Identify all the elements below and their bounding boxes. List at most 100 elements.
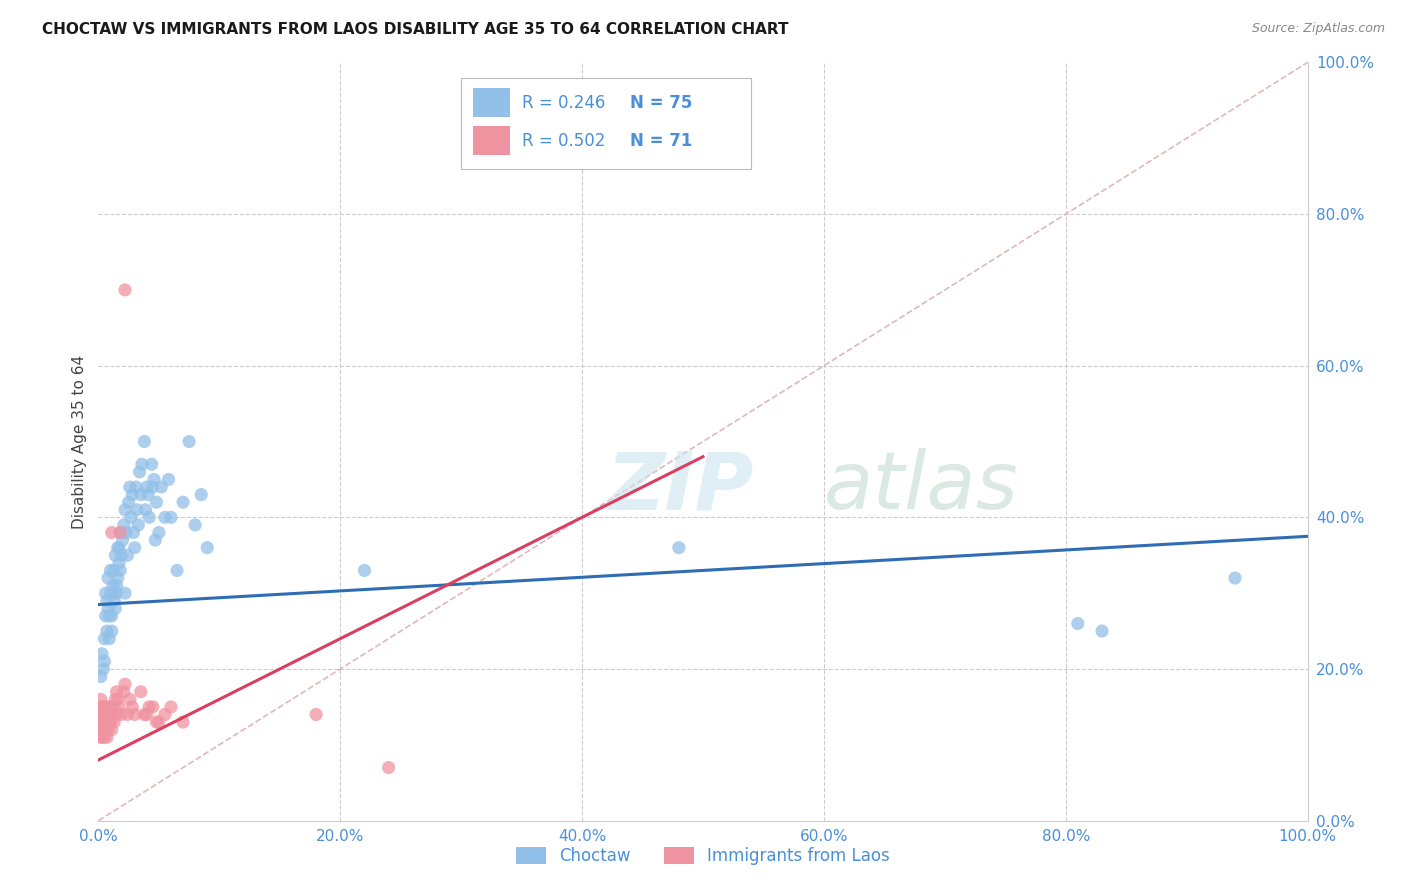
- Point: [90, 669, 112, 683]
- Text: R = 0.502: R = 0.502: [522, 131, 605, 150]
- Point: [103, 594, 125, 608]
- Point: [91, 662, 114, 676]
- Point: [89, 723, 111, 737]
- Point: [98, 632, 121, 646]
- Point: [89, 707, 111, 722]
- Point: [114, 283, 136, 297]
- Point: [97, 715, 120, 730]
- Point: [377, 760, 399, 774]
- Point: [135, 503, 157, 517]
- Point: [90, 730, 112, 744]
- Point: [110, 548, 132, 563]
- FancyBboxPatch shape: [474, 126, 509, 155]
- Point: [100, 564, 122, 578]
- Point: [143, 533, 166, 548]
- Point: [100, 723, 122, 737]
- Point: [122, 525, 145, 540]
- Point: [138, 510, 160, 524]
- Point: [127, 503, 149, 517]
- Point: [129, 685, 152, 699]
- Point: [94, 723, 117, 737]
- Point: [96, 730, 118, 744]
- Point: [100, 624, 122, 639]
- Point: [96, 715, 118, 730]
- Point: [101, 586, 124, 600]
- Point: [100, 608, 122, 623]
- Text: atlas: atlas: [824, 448, 1019, 526]
- Point: [166, 564, 188, 578]
- Point: [96, 594, 118, 608]
- Text: Source: ZipAtlas.com: Source: ZipAtlas.com: [1251, 22, 1385, 36]
- Point: [145, 495, 167, 509]
- Point: [353, 564, 375, 578]
- FancyBboxPatch shape: [474, 88, 509, 117]
- Point: [112, 685, 135, 699]
- Point: [94, 608, 117, 623]
- Point: [91, 699, 114, 714]
- Point: [93, 715, 115, 730]
- Point: [108, 525, 131, 540]
- Point: [93, 632, 115, 646]
- Point: [117, 548, 139, 563]
- Point: [172, 715, 194, 730]
- Point: [118, 495, 141, 509]
- Point: [120, 510, 142, 524]
- Text: N = 75: N = 75: [630, 94, 693, 112]
- Point: [93, 723, 115, 737]
- Point: [305, 707, 328, 722]
- Point: [142, 480, 165, 494]
- Point: [108, 699, 131, 714]
- Point: [98, 608, 121, 623]
- Point: [101, 579, 124, 593]
- Point: [1091, 624, 1114, 639]
- Point: [114, 677, 136, 691]
- Point: [94, 707, 117, 722]
- Point: [94, 586, 117, 600]
- Point: [134, 707, 156, 722]
- Point: [100, 707, 122, 722]
- Point: [668, 541, 690, 555]
- Point: [94, 723, 117, 737]
- Point: [129, 487, 152, 501]
- Point: [114, 503, 136, 517]
- Point: [141, 458, 163, 472]
- Point: [105, 685, 128, 699]
- Point: [118, 692, 141, 706]
- Point: [135, 707, 157, 722]
- Point: [105, 586, 128, 600]
- Point: [124, 707, 146, 722]
- Text: N = 71: N = 71: [630, 131, 693, 150]
- Point: [100, 586, 122, 600]
- Point: [100, 525, 122, 540]
- Point: [91, 715, 114, 730]
- Point: [94, 699, 117, 714]
- Point: [104, 601, 127, 615]
- Point: [128, 465, 150, 479]
- Point: [143, 473, 166, 487]
- Point: [190, 487, 212, 501]
- Point: [184, 517, 207, 532]
- Point: [131, 458, 153, 472]
- Point: [90, 699, 112, 714]
- Point: [98, 715, 121, 730]
- Point: [125, 480, 148, 494]
- Point: [1067, 616, 1090, 631]
- Point: [1223, 571, 1246, 585]
- Point: [107, 541, 129, 555]
- Point: [93, 730, 115, 744]
- Point: [127, 517, 149, 532]
- Point: [93, 699, 115, 714]
- Point: [121, 699, 143, 714]
- Point: [97, 723, 120, 737]
- Point: [160, 510, 183, 524]
- Point: [91, 723, 114, 737]
- Point: [115, 525, 138, 540]
- Point: [101, 707, 124, 722]
- Point: [148, 715, 170, 730]
- Point: [103, 564, 125, 578]
- Point: [91, 707, 114, 722]
- Point: [108, 525, 131, 540]
- Point: [97, 571, 120, 585]
- Point: [91, 715, 114, 730]
- Point: [110, 707, 132, 722]
